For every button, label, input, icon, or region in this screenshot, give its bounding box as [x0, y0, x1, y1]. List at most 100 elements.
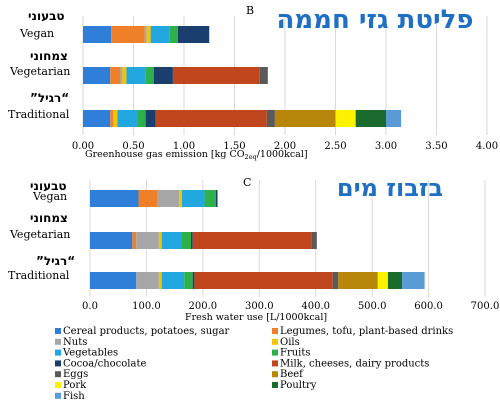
bar-segment-cereal: [90, 232, 133, 249]
legend-label: Milk, cheeses, dairy products: [280, 358, 429, 369]
bar-segment-cocoa: [215, 190, 218, 207]
category-label: Vegan: [32, 190, 67, 203]
x-axis-title: Fresh water use [L/1000kcal]: [185, 312, 327, 323]
panel-letter: B: [246, 4, 254, 17]
bar-segment-fruits: [181, 232, 192, 249]
bar-segment-cocoa: [153, 67, 173, 84]
category-label-hebrew: ”רגיל“: [36, 254, 75, 268]
bar-segment-cocoa: [192, 272, 195, 289]
bar-segment-fruits: [184, 272, 193, 289]
bar-segment-fruits: [145, 67, 154, 84]
bar-segment-milk: [172, 67, 260, 84]
chart-title: בזבוז מים: [337, 174, 443, 202]
legend-label: Poultry: [280, 380, 317, 391]
x-tick-label: 1.50: [223, 141, 245, 152]
bar-segment-oils: [146, 26, 151, 43]
x-tick-label: 300.0: [245, 301, 274, 312]
category-label-hebrew: טבעוני: [28, 9, 65, 23]
legend-label: Nuts: [63, 337, 87, 348]
bar-segment-cereal: [90, 272, 137, 289]
legend: Cereal products, potatoes, sugar Legumes,…: [55, 326, 453, 402]
bar-segment-eggs: [259, 67, 268, 84]
legend-label: Oils: [280, 337, 300, 348]
x-tick-label: 0.0: [82, 301, 98, 312]
bar-segment-legumes: [138, 190, 158, 207]
category-label-hebrew: ”רגיל“: [30, 91, 69, 105]
bar-segment-nuts: [120, 67, 123, 84]
legend-label: Pork: [63, 380, 87, 391]
bar-segment-vegetables: [126, 67, 146, 84]
bar-segment-beef: [274, 110, 336, 127]
legend-swatch-milk: [272, 360, 278, 367]
bar-segment-beef: [338, 272, 378, 289]
bar-segment-legumes: [132, 232, 137, 249]
legend-swatch-beef: [272, 371, 278, 378]
bar-segment-cocoa: [145, 110, 156, 127]
x-tick-label: 600.0: [414, 301, 443, 312]
bar-segment-cocoa: [177, 26, 210, 43]
bar-segment-fruits: [137, 110, 146, 127]
bar-segment-eggs: [311, 232, 317, 249]
bar-segment-cereal: [90, 190, 139, 207]
bar-segment-cereal: [83, 67, 111, 84]
bar-segment-cereal: [83, 110, 111, 127]
bar-segment-milk: [192, 232, 312, 249]
legend-swatch-poultry: [272, 382, 278, 388]
bar-segment-nuts: [157, 190, 180, 207]
x-tick-label: 500.0: [358, 301, 387, 312]
legend-label: Legumes, tofu, plant-based drinks: [280, 326, 453, 337]
bar-segment-vegetables: [117, 110, 138, 127]
legend-swatch-fruits: [272, 349, 278, 356]
x-tick-label: 2.50: [324, 141, 346, 152]
legend-swatch-fish: [55, 392, 61, 399]
bar-segment-milk: [155, 110, 267, 127]
bar-segment-oils: [122, 67, 127, 84]
bar-segment-fruits: [169, 26, 178, 43]
bar-segment-cocoa: [191, 232, 193, 249]
bar-segment-oils: [113, 110, 118, 127]
legend-swatch-cereal: [55, 328, 61, 334]
bar-segment-fruits: [204, 190, 216, 207]
bar-segment-milk: [194, 272, 333, 289]
bar-segment-fish: [402, 272, 425, 289]
category-label-hebrew: צמחוני: [30, 49, 68, 63]
bar-segment-nuts: [136, 272, 159, 289]
x-tick-label: 1.00: [173, 141, 195, 152]
bar-segment-nuts: [136, 232, 159, 249]
x-axis-title: Greenhouse gas emission [kg CO2eq/1000kc…: [85, 149, 308, 161]
bar-segment-vegetables: [161, 232, 182, 249]
legend-label: Beef: [280, 369, 304, 380]
x-tick-label: 3.50: [425, 141, 447, 152]
bar-segment-pork: [377, 272, 388, 289]
category-label: Vegetarian: [9, 65, 70, 78]
bar-segment-poultry: [387, 272, 403, 289]
bar-segment-eggs: [332, 272, 339, 289]
bar-segment-oils: [158, 232, 162, 249]
x-tick-label: 3.00: [375, 141, 397, 152]
x-tick-label: 700.0: [471, 301, 500, 312]
legend-label: Fish: [63, 391, 85, 402]
bar-segment-oils: [158, 272, 162, 289]
bar-segment-vegetables: [150, 26, 170, 43]
category-label: Traditional: [8, 269, 70, 282]
bar-segment-poultry: [355, 110, 386, 127]
bar-segment-legumes: [110, 67, 121, 84]
legend-label: Vegetables: [62, 348, 118, 359]
x-tick-label: 0.00: [72, 141, 94, 152]
chart-panel-b: 0.00 0.50 1.00 1.50 2.00 2.50 3.00 3.50 4.00 טבעו…: [8, 4, 498, 161]
bar-segment-cereal: [83, 26, 112, 43]
chart-panel-c: 0.0 100.0 200.0 300.0 400.0 500.0 600.0 700.0 טב…: [8, 174, 499, 323]
x-tick-label: 400.0: [301, 301, 330, 312]
panel-letter: C: [243, 176, 251, 189]
x-tick-label: 100.0: [132, 301, 161, 312]
legend-label: Fruits: [280, 348, 311, 359]
legend-label: Cereal products, potatoes, sugar: [63, 326, 230, 337]
legend-swatch-legumes: [272, 328, 278, 334]
bar-segment-nuts: [144, 26, 147, 43]
legend-swatch-pork: [55, 382, 61, 388]
legend-label: Cocoa/chocolate: [63, 358, 146, 369]
bar-segment-pork: [335, 110, 356, 127]
legend-label: Eggs: [63, 369, 88, 380]
bar-segment-eggs: [266, 110, 275, 127]
